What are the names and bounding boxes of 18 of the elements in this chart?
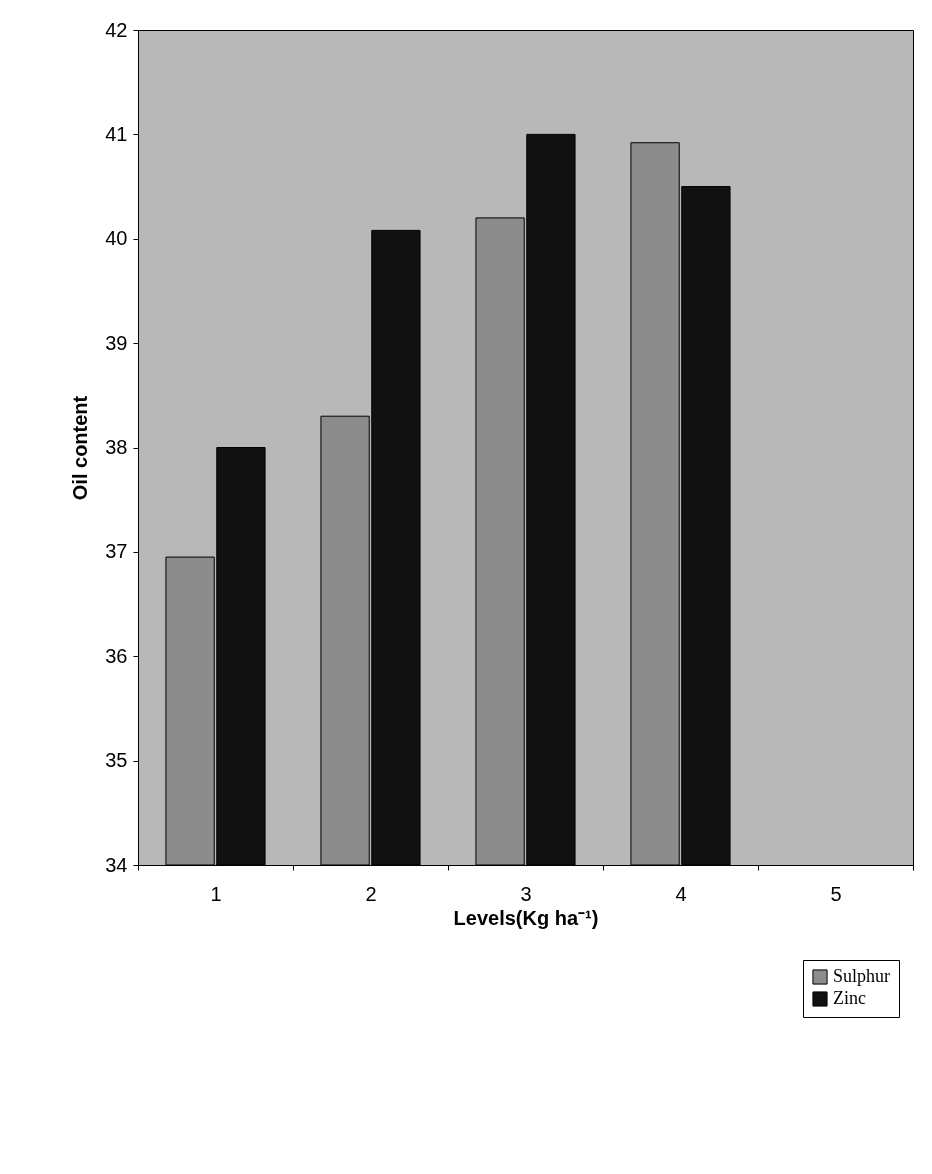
x-tick-label: 2	[365, 882, 377, 905]
y-axis-title: Oil content	[69, 395, 92, 501]
y-tick-label: 38	[105, 436, 128, 458]
legend-label: Zinc	[833, 988, 866, 1008]
x-tick-label: 4	[675, 882, 687, 905]
y-tick-label: 42	[105, 18, 128, 41]
x-tick-label: 1	[210, 882, 222, 905]
legend-label: Sulphur	[833, 966, 891, 986]
x-tick-label: 3	[520, 882, 532, 905]
y-tick-label: 39	[105, 331, 128, 354]
y-tick-label: 36	[105, 644, 128, 667]
y-tick-label: 41	[105, 122, 128, 145]
y-tick-label: 35	[105, 749, 128, 772]
x-tick-label: 5	[830, 882, 842, 905]
y-tick-label: 34	[105, 853, 128, 876]
x-axis-title: Levels(Kg ha⁻¹)	[453, 906, 599, 929]
y-tick-label: 40	[105, 227, 128, 250]
y-tick-label: 37	[105, 540, 128, 563]
